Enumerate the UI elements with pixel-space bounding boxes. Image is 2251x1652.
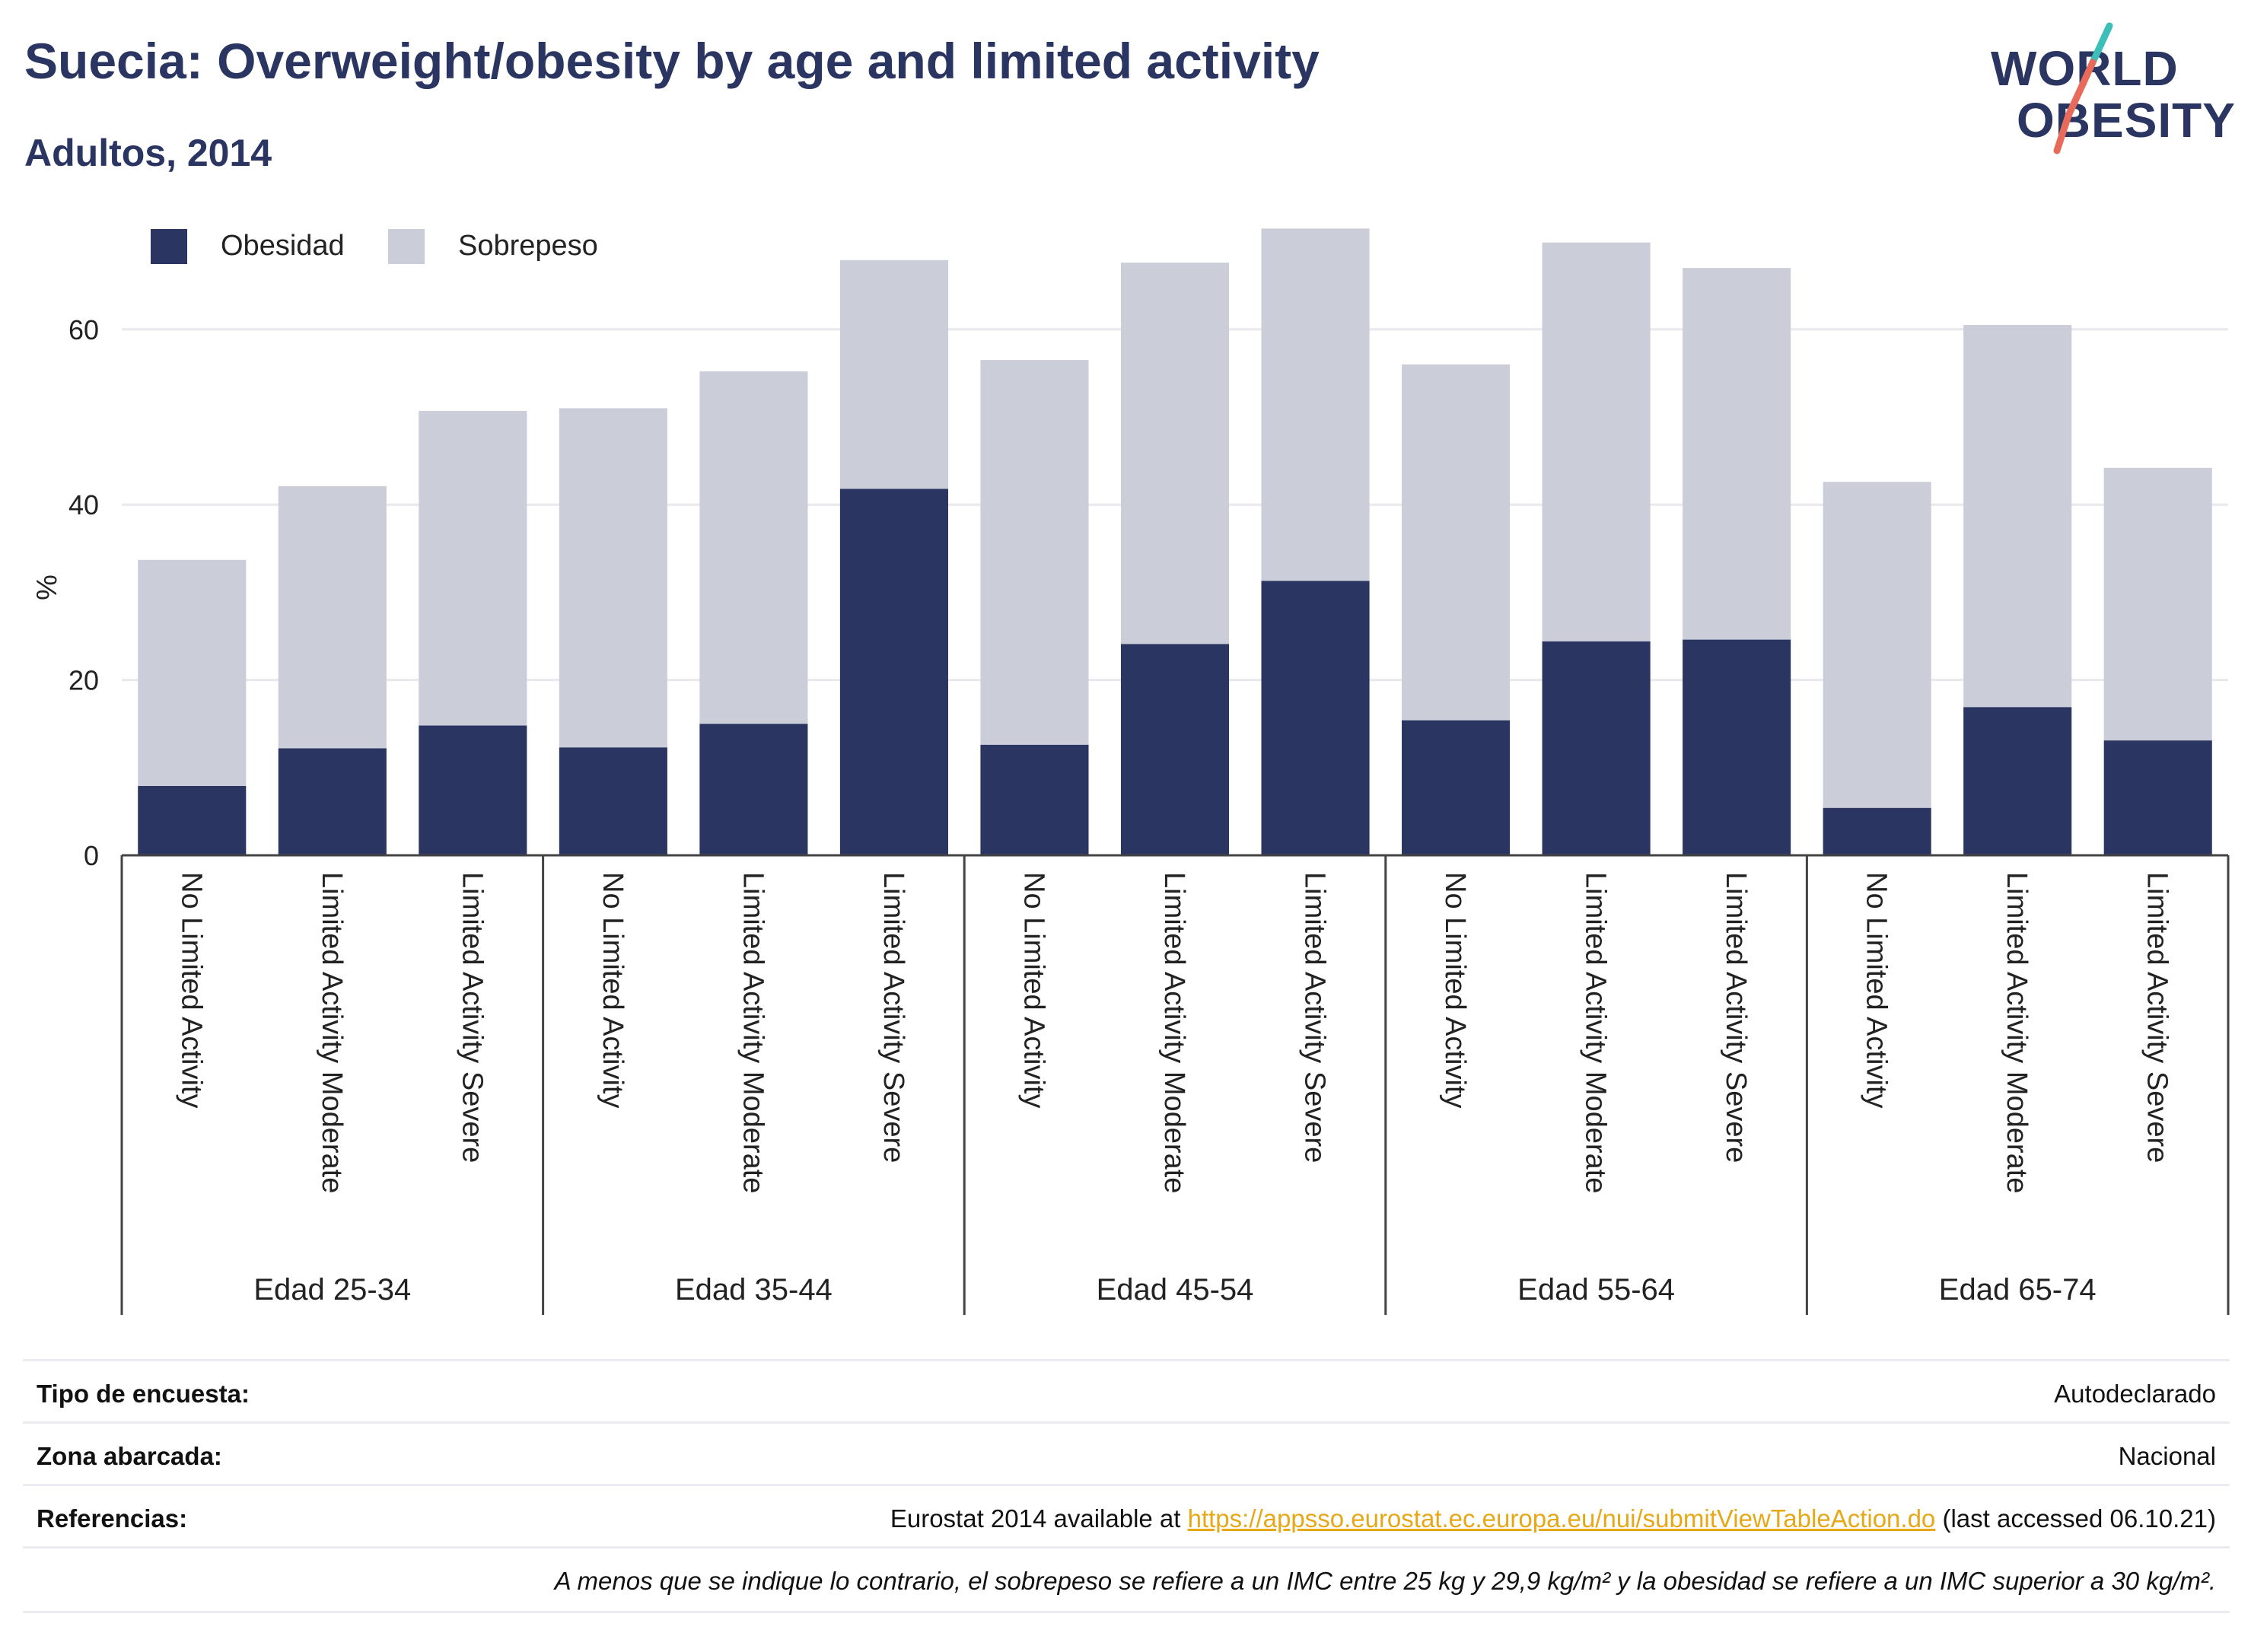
y-tick-label: 0	[84, 840, 99, 871]
x-category-label: Limited Activity Moderate	[1158, 872, 1190, 1193]
bar-sobrepeso-edad-65-74-limited-activity-moderate	[1963, 325, 2072, 708]
x-category-label: No Limited Activity	[597, 872, 629, 1108]
info-row-note: A menos que se indique lo contrario, el …	[23, 1546, 2230, 1613]
bar-obesidad-edad-45-54-limited-activity-moderate	[1120, 644, 1230, 855]
bar-sobrepeso-edad-55-64-limited-activity-moderate	[1542, 242, 1651, 641]
info-row-references: Referencias: Eurostat 2014 available at …	[23, 1484, 2230, 1549]
x-category-label: Limited Activity Moderate	[316, 872, 348, 1193]
info-value-area: Nacional	[2118, 1442, 2216, 1470]
references-suffix: (last accessed 06.10.21)	[1935, 1504, 2216, 1533]
bar-obesidad-edad-25-34-limited-activity-moderate	[278, 748, 387, 855]
x-category-label: Limited Activity Moderate	[2001, 872, 2033, 1193]
x-category-label: No Limited Activity	[1017, 872, 1049, 1108]
x-category-label: Limited Activity Severe	[1299, 872, 1331, 1163]
chart-plot-area: 0 20 40 60% No Limited Activity Limited Activ…	[31, 228, 2230, 1315]
info-label-survey: Tipo de encuesta:	[37, 1380, 250, 1408]
x-category-label: No Limited Activity	[175, 872, 207, 1108]
y-tick-label: 60	[68, 314, 99, 345]
info-value-references: Eurostat 2014 available at https://appss…	[890, 1504, 2216, 1533]
x-group-label: Edad 35-44	[675, 1273, 833, 1307]
y-tick-label: 40	[68, 489, 99, 520]
x-group-label: Edad 25-34	[253, 1273, 411, 1307]
world-obesity-logo: WORLD OBESITY	[1979, 15, 2237, 167]
bar-sobrepeso-edad-35-44-limited-activity-moderate	[699, 371, 808, 724]
bar-sobrepeso-edad-25-34-limited-activity-moderate	[278, 486, 387, 749]
bar-sobrepeso-edad-35-44-no-limited-activity	[559, 408, 667, 748]
y-tick-label: 20	[68, 665, 99, 696]
bar-obesidad-edad-65-74-limited-activity-severe	[2103, 740, 2212, 855]
info-note: A menos que se indique lo contrario, el …	[554, 1567, 2216, 1595]
x-category-label: Limited Activity Moderate	[737, 872, 769, 1193]
bar-sobrepeso-edad-65-74-limited-activity-severe	[2103, 467, 2212, 741]
bar-sobrepeso-edad-55-64-no-limited-activity	[1402, 364, 1511, 721]
legend-swatch-obesidad	[151, 229, 187, 264]
legend-label-sobrepeso: Sobrepeso	[458, 230, 598, 262]
legend-label-obesidad: Obesidad	[221, 230, 345, 262]
info-row-survey: Tipo de encuesta: Autodeclarado	[23, 1359, 2230, 1424]
references-prefix: Eurostat 2014 available at	[890, 1504, 1188, 1533]
info-label-area: Zona abarcada:	[37, 1442, 222, 1470]
bar-sobrepeso-edad-45-54-limited-activity-moderate	[1120, 263, 1230, 645]
x-group-label: Edad 65-74	[1939, 1273, 2097, 1307]
bar-sobrepeso-edad-45-54-no-limited-activity	[980, 360, 1089, 745]
x-category-label: No Limited Activity	[1439, 872, 1471, 1108]
logo-word-2: OBESITY	[2017, 93, 2236, 148]
y-axis-label: %	[31, 575, 63, 600]
bar-obesidad-edad-45-54-limited-activity-severe	[1261, 581, 1370, 855]
bar-obesidad-edad-45-54-no-limited-activity	[980, 744, 1089, 855]
x-category-label: Limited Activity Severe	[2141, 872, 2173, 1163]
x-category-label: Limited Activity Severe	[1720, 872, 1752, 1163]
references-link[interactable]: https://appsso.eurostat.ec.europa.eu/nui…	[1187, 1504, 1936, 1533]
legend-swatch-sobrepeso	[388, 229, 425, 264]
bar-obesidad-edad-55-64-limited-activity-moderate	[1542, 641, 1651, 855]
chart-title: Suecia: Overweight/obesity by age and li…	[24, 33, 1320, 89]
x-category-label: Limited Activity Moderate	[1580, 872, 1612, 1193]
bar-obesidad-edad-55-64-limited-activity-severe	[1683, 639, 1791, 855]
bar-obesidad-edad-25-34-no-limited-activity	[138, 785, 247, 855]
info-label-references: Referencias:	[37, 1504, 188, 1533]
bar-sobrepeso-edad-25-34-limited-activity-severe	[419, 410, 527, 726]
bar-obesidad-edad-35-44-limited-activity-severe	[839, 489, 948, 855]
bar-obesidad-edad-55-64-no-limited-activity	[1402, 720, 1511, 855]
chart-subtitle: Adultos, 2014	[24, 132, 272, 174]
x-category-label: No Limited Activity	[1861, 872, 1893, 1108]
x-category-label: Limited Activity Severe	[877, 872, 909, 1163]
bar-sobrepeso-edad-35-44-limited-activity-severe	[839, 259, 948, 489]
bar-obesidad-edad-65-74-limited-activity-moderate	[1963, 707, 2072, 855]
x-group-label: Edad 45-54	[1097, 1273, 1254, 1307]
bar-obesidad-edad-25-34-limited-activity-severe	[419, 725, 527, 855]
x-group-label: Edad 55-64	[1517, 1273, 1675, 1307]
bar-sobrepeso-edad-55-64-limited-activity-severe	[1683, 268, 1791, 640]
logo-slash-icon	[2053, 22, 2113, 154]
bar-obesidad-edad-35-44-no-limited-activity	[559, 747, 667, 855]
bar-obesidad-edad-35-44-limited-activity-moderate	[699, 724, 808, 855]
bar-sobrepeso-edad-45-54-limited-activity-severe	[1261, 228, 1370, 581]
bar-sobrepeso-edad-65-74-no-limited-activity	[1823, 482, 1931, 808]
x-category-label: Limited Activity Severe	[456, 872, 488, 1163]
bar-obesidad-edad-65-74-no-limited-activity	[1823, 807, 1931, 855]
info-value-survey: Autodeclarado	[2054, 1380, 2216, 1408]
info-row-area: Zona abarcada: Nacional	[23, 1421, 2230, 1486]
bar-sobrepeso-edad-25-34-no-limited-activity	[138, 559, 247, 786]
